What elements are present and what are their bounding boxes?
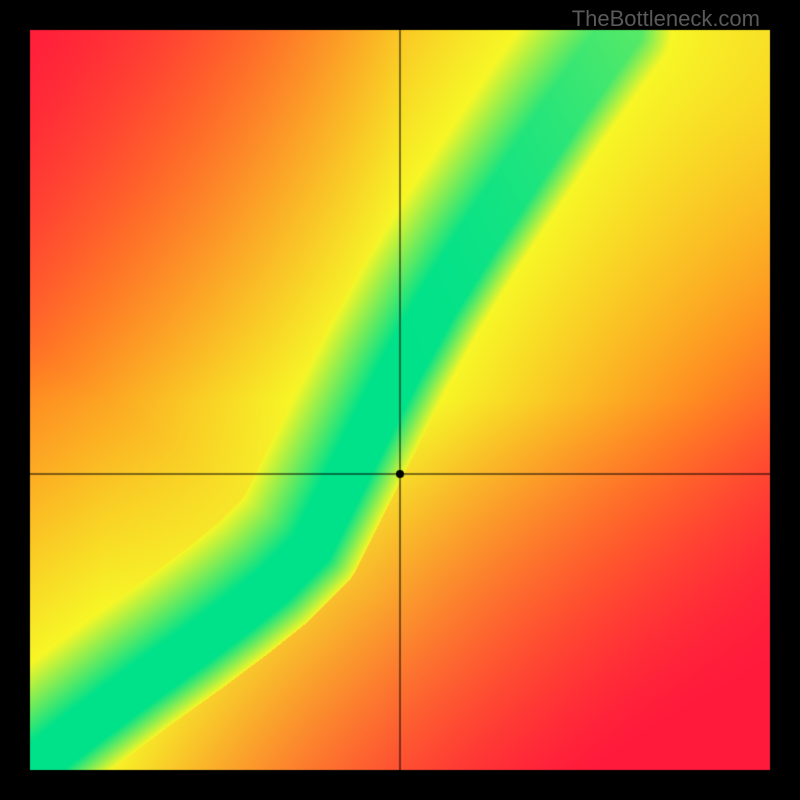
chart-container: TheBottleneck.com xyxy=(0,0,800,800)
watermark-text: TheBottleneck.com xyxy=(572,6,760,32)
heatmap-canvas xyxy=(0,0,800,800)
